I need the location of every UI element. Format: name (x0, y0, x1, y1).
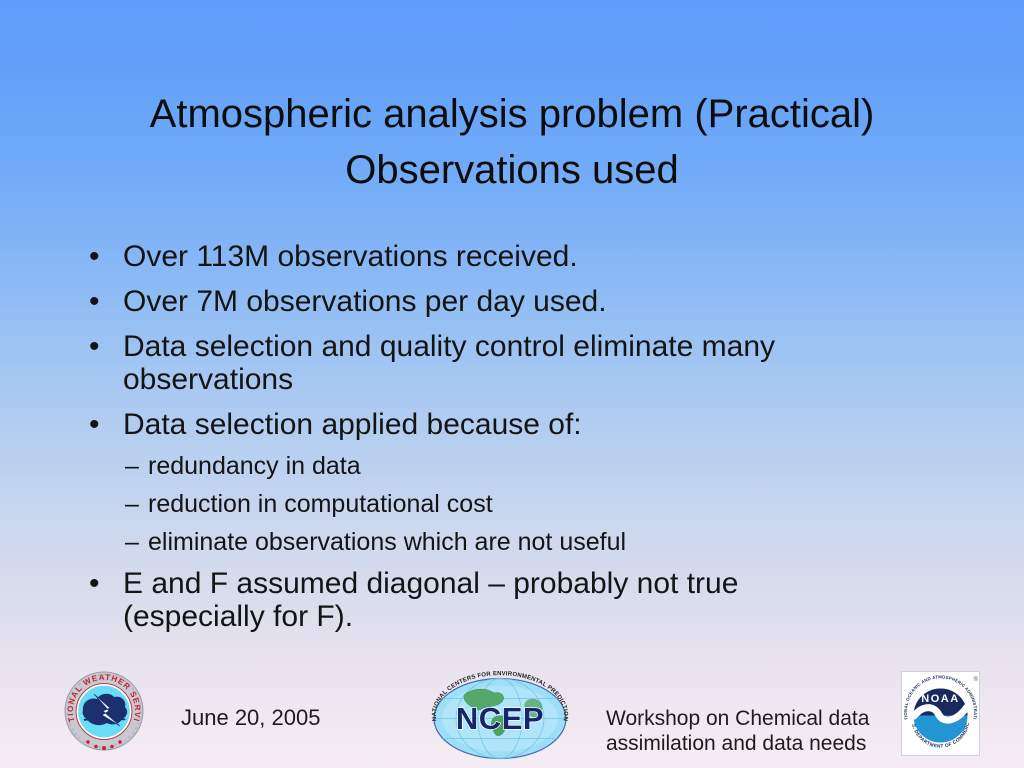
bullet-text: Over 113M observations received. (123, 240, 578, 273)
bullet-item-data-selection-applied: • Data selection applied because of: (88, 408, 928, 441)
bullet-marker: • (89, 240, 100, 273)
bullet-text-line-2: observations (123, 363, 294, 396)
sub-bullet-item-redundancy: – redundancy in data (88, 453, 928, 480)
sub-bullet-marker: – (125, 490, 139, 518)
workshop-caption-line-1: Workshop on Chemical data (606, 707, 870, 730)
ncep-logo-icon: NATIONAL CENTERS FOR ENVIRONMENTAL PREDI… (432, 671, 568, 760)
sub-bullet-item-cost: – reduction in computational cost (88, 491, 928, 518)
slide-date: June 20, 2005 (181, 705, 321, 730)
bullet-text-line-1: Data selection and quality control elimi… (123, 330, 776, 363)
noaa-registered-mark: ® (974, 676, 979, 683)
bullet-text: Over 7M observations per day used. (123, 285, 607, 318)
bullet-text-line-1: E and F assumed diagonal – probably not … (123, 567, 739, 600)
bullet-list: • Over 113M observations received. • Ove… (88, 240, 928, 645)
workshop-caption-line-2: assimilation and data needs (606, 732, 867, 755)
bullet-text-line-2: (especially for F). (123, 600, 354, 633)
sub-bullet-item-eliminate: – eliminate observations which are not u… (88, 529, 928, 556)
noaa-logo-icon: NOAA NATIONAL OCEANIC AND ATMOSPHERIC AD… (901, 671, 980, 756)
sub-bullet-text: eliminate observations which are not use… (148, 528, 627, 556)
workshop-caption: Workshop on Chemical data assimilation a… (606, 706, 869, 756)
bullet-marker: • (89, 567, 100, 600)
bullet-item-data-selection-qc: • Data selection and quality control eli… (88, 330, 928, 396)
sub-bullet-text: redundancy in data (148, 452, 361, 480)
bullet-item-e-f-diagonal: • E and F assumed diagonal – probably no… (88, 567, 928, 633)
bullet-item-observations-received: • Over 113M observations received. (88, 240, 928, 273)
noaa-label: NOAA (921, 693, 959, 705)
bullet-marker: • (89, 285, 100, 318)
nws-logo-icon: NATIONAL WEATHER SERVICE (64, 668, 144, 751)
sub-bullet-marker: – (125, 528, 139, 556)
sub-bullet-marker: – (125, 452, 139, 480)
slide-title-line-1: Atmospheric analysis problem (Practical) (149, 92, 875, 136)
bullet-text: Data selection applied because of: (123, 408, 582, 441)
bullet-item-observations-used: • Over 7M observations per day used. (88, 285, 928, 318)
ncep-label: NCEP (456, 701, 544, 736)
slide-title: Atmospheric analysis problem (Practical)… (40, 86, 984, 198)
sub-bullet-text: reduction in computational cost (148, 490, 493, 518)
bullet-marker: • (89, 408, 100, 441)
bullet-marker: • (89, 330, 100, 363)
slide-title-line-2: Observations used (345, 148, 679, 192)
